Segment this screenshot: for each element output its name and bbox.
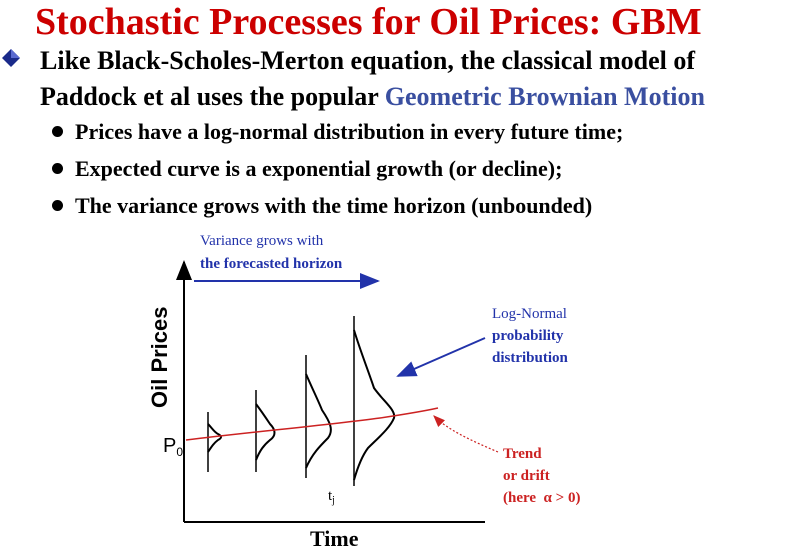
p0-label: P0 bbox=[163, 435, 183, 459]
trend-arrow bbox=[434, 416, 498, 452]
lognormal-arrow bbox=[398, 338, 485, 376]
trend-note-line1: Trend bbox=[503, 446, 542, 462]
lognormal-curve-4 bbox=[354, 330, 394, 480]
lognormal-curve-1 bbox=[208, 424, 221, 452]
variance-note-line2: the forecasted horizon bbox=[200, 256, 343, 272]
trend-note-line2: or drift bbox=[503, 468, 550, 484]
lognormal-note-line1: Log-Normal bbox=[492, 306, 567, 322]
y-axis-label: Oil Prices bbox=[147, 306, 172, 408]
variance-note-line1: Variance grows with bbox=[200, 233, 324, 249]
lognormal-note-line3: distribution bbox=[492, 350, 569, 366]
p0-letter: P bbox=[163, 435, 176, 457]
tj-label: tj bbox=[328, 488, 335, 506]
x-axis-label: Time bbox=[310, 526, 359, 551]
lognormal-note-line2: probability bbox=[492, 328, 564, 344]
trend-line bbox=[186, 408, 438, 440]
lognormal-curve-3 bbox=[306, 374, 331, 468]
tj-subscript: j bbox=[331, 495, 335, 506]
trend-note-line3: (here α > 0) bbox=[503, 490, 580, 506]
p0-subscript: 0 bbox=[176, 445, 183, 459]
